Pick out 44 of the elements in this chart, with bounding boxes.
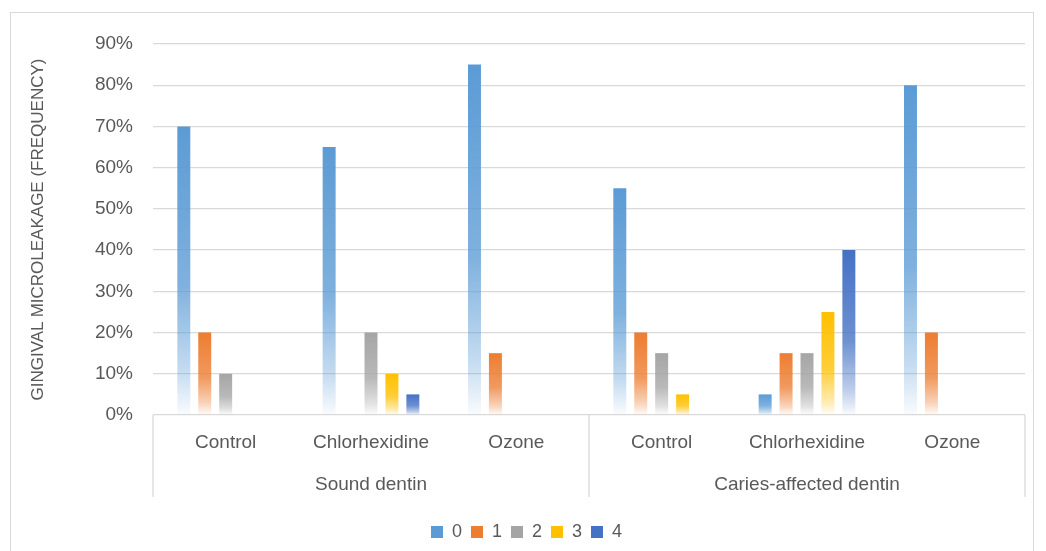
bar	[634, 332, 648, 415]
y-tick-label: 90%	[94, 32, 134, 54]
bar	[676, 394, 690, 415]
bar	[821, 311, 835, 415]
x-tick-label: Control	[631, 430, 693, 452]
x-tick-label: Ozone	[924, 430, 981, 452]
bar	[198, 332, 212, 415]
bar	[655, 353, 669, 415]
bar	[406, 394, 420, 415]
y-axis-title: GINGIVAL MICROLEAKAGE (FREQUENCY)	[27, 58, 47, 401]
bar	[800, 353, 814, 415]
bar	[758, 394, 772, 415]
bar	[467, 64, 481, 415]
bar	[219, 373, 233, 415]
bar	[488, 353, 502, 415]
text: Sound dentin	[315, 473, 427, 495]
x-tick-label: Chlorhexidine	[748, 430, 866, 452]
legend-label: 4	[612, 520, 623, 541]
y-tick-label: 80%	[94, 73, 134, 95]
y-tick-label: 20%	[94, 320, 134, 342]
x-tick-label: Control	[195, 430, 257, 452]
y-tick-label: 40%	[94, 238, 134, 260]
bar	[779, 353, 793, 415]
y-tick-label: 30%	[94, 279, 134, 301]
bar	[924, 332, 938, 415]
y-tick-label: 10%	[94, 362, 134, 384]
bar	[903, 85, 917, 415]
y-tick-label: 0%	[105, 403, 134, 425]
legend-label: 1	[491, 520, 502, 541]
bar	[613, 188, 627, 415]
y-tick-label: 50%	[94, 197, 134, 219]
legend-label: 2	[531, 520, 543, 541]
bar	[385, 373, 399, 415]
x-tick-label: Chlorhexidine	[312, 430, 430, 452]
bar	[177, 126, 191, 415]
bar	[364, 332, 378, 415]
bar	[322, 147, 336, 415]
bar	[842, 250, 856, 415]
text: Caries-affected dentin	[714, 473, 900, 495]
y-tick-label: 70%	[94, 114, 134, 136]
legend-label: 3	[572, 520, 583, 541]
y-tick-label: 60%	[94, 155, 134, 177]
x-tick-label: Ozone	[488, 430, 545, 452]
legend-label: 0	[451, 520, 462, 541]
